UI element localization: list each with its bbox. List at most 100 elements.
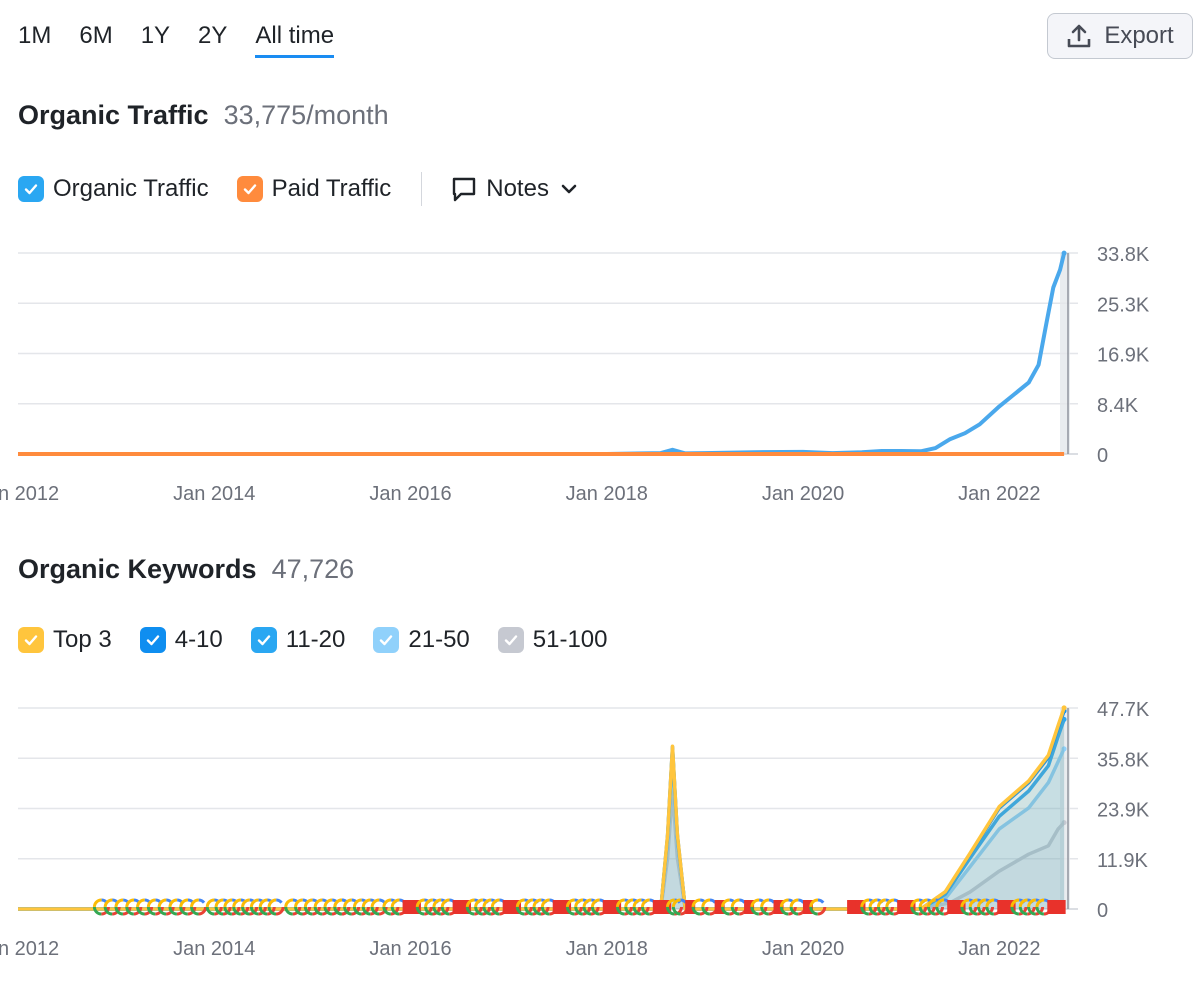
google-g-icon-segment — [465, 898, 483, 916]
google-g-icon-segment — [809, 898, 827, 916]
series-end-point — [1061, 250, 1067, 256]
google-g-icon-segment — [361, 898, 379, 916]
google-g-icon-segment — [860, 898, 878, 916]
traffic-title: Organic Traffic — [18, 100, 209, 130]
checkbox-checked-icon[interactable] — [18, 627, 44, 653]
checkbox-checked-icon[interactable] — [373, 627, 400, 653]
google-g-icon-segment — [935, 898, 953, 916]
google-g-icon-segment — [515, 898, 533, 916]
google-g-icon-segment — [432, 898, 450, 916]
google-g-icon-segment — [424, 898, 442, 916]
checkbox-checked-icon[interactable] — [18, 176, 44, 202]
export-button[interactable]: Export — [1047, 13, 1193, 59]
google-g-icon — [750, 898, 768, 916]
google-g-icon — [910, 898, 928, 916]
google-g-icon — [876, 898, 894, 916]
google-g-icon — [258, 898, 276, 916]
keywords-header: Organic Keywords 47,726 — [18, 554, 354, 585]
legend-21-50[interactable]: 21-50 — [373, 626, 470, 654]
google-g-icon-segment — [267, 898, 285, 916]
red-flag-icon — [714, 900, 725, 914]
google-g-icon-segment — [524, 898, 542, 916]
checkbox-checked-icon[interactable] — [236, 176, 263, 202]
checkbox-checked-icon[interactable] — [139, 627, 166, 653]
google-g-icon-segment — [1035, 898, 1053, 916]
google-g-icon-segment — [615, 898, 633, 916]
series-end-point — [1061, 820, 1067, 826]
google-g-icon — [927, 898, 945, 916]
google-g-icon-segment — [671, 898, 689, 916]
google-g-icon-segment — [136, 898, 154, 916]
google-g-icon-segment — [249, 898, 267, 916]
tab-all-time[interactable]: All time — [255, 22, 335, 58]
google-g-icon — [809, 898, 827, 916]
google-g-icon-segment — [352, 898, 370, 916]
google-g-icon — [515, 898, 533, 916]
red-flag-icon — [602, 900, 613, 914]
google-g-icon-segment — [860, 898, 878, 916]
google-g-icon-segment — [720, 898, 738, 916]
legend-11-20[interactable]: 11-20 — [250, 626, 346, 654]
google-g-icon — [205, 898, 223, 916]
google-g-icon — [352, 898, 370, 916]
google-g-icon — [190, 898, 208, 916]
legend-4-10[interactable]: 4-10 — [139, 626, 223, 654]
google-g-icon — [565, 898, 583, 916]
upload-icon — [1068, 24, 1091, 48]
google-g-icon-segment — [701, 898, 719, 916]
legend-label: Organic Traffic — [53, 175, 209, 202]
google-g-icon-segment — [665, 898, 683, 916]
google-g-icon-segment — [809, 898, 827, 916]
google-g-icon — [303, 898, 321, 916]
tab-2y[interactable]: 2Y — [198, 22, 228, 49]
google-g-icon-segment — [665, 898, 683, 916]
google-g-icon-segment — [474, 898, 492, 916]
google-g-icon-segment — [910, 898, 928, 916]
google-g-icon-segment — [524, 898, 542, 916]
google-g-icon-segment — [935, 898, 953, 916]
google-g-icon — [482, 898, 500, 916]
google-g-icon — [574, 898, 592, 916]
organic-keywords-chart: 0 11.9K 23.9K 35.8K 47.7K Jan 2012 Jan 2014 Jan… — [0, 699, 1150, 960]
google-g-icon-segment — [232, 898, 250, 916]
google-g-icon-segment — [515, 898, 533, 916]
google-g-icon-segment — [168, 898, 186, 916]
tab-6m[interactable]: 6M — [79, 22, 113, 49]
google-g-icon-segment — [157, 898, 175, 916]
google-g-icon-segment — [985, 898, 1003, 916]
google-g-icon-segment — [691, 898, 709, 916]
legend-label: 11-20 — [285, 626, 346, 653]
checkbox-checked-icon[interactable] — [250, 627, 277, 653]
legend-organic-traffic[interactable]: Organic Traffic — [18, 175, 209, 203]
google-g-icon-segment — [540, 898, 558, 916]
red-flag-icon — [502, 900, 513, 914]
google-g-icon-segment — [691, 898, 709, 916]
google-g-icon-segment — [876, 898, 894, 916]
google-g-icon — [241, 898, 259, 916]
google-g-icon-segment — [760, 898, 778, 916]
google-g-icon-segment — [323, 898, 341, 916]
tab-1m[interactable]: 1M — [18, 22, 52, 49]
y-tick-label: 8.4K — [1097, 395, 1139, 417]
google-g-icon-segment — [214, 898, 232, 916]
google-g-icon — [382, 898, 400, 916]
red-flag-icon — [947, 900, 958, 914]
y-tick-label: 11.9K — [1097, 850, 1148, 872]
google-g-icon-segment — [640, 898, 658, 916]
checkbox-checked-icon[interactable] — [497, 627, 524, 653]
legend-paid-traffic[interactable]: Paid Traffic — [236, 175, 391, 203]
google-g-icon-segment — [1027, 898, 1045, 916]
google-g-icon-segment — [615, 898, 633, 916]
tab-1y[interactable]: 1Y — [140, 22, 171, 49]
google-g-icon-segment — [532, 898, 550, 916]
google-g-icon — [632, 898, 650, 916]
google-g-icon — [103, 898, 121, 916]
google-g-icon — [960, 898, 978, 916]
google-g-icon-segment — [789, 898, 807, 916]
legend-51-100[interactable]: 51-100 — [497, 626, 608, 654]
google-g-icon-segment — [624, 898, 642, 916]
notes-dropdown[interactable]: Notes — [450, 175, 579, 203]
google-g-icon — [267, 898, 285, 916]
x-tick-label: Jan 2020 — [762, 483, 844, 505]
legend-top-3[interactable]: Top 3 — [18, 626, 112, 654]
